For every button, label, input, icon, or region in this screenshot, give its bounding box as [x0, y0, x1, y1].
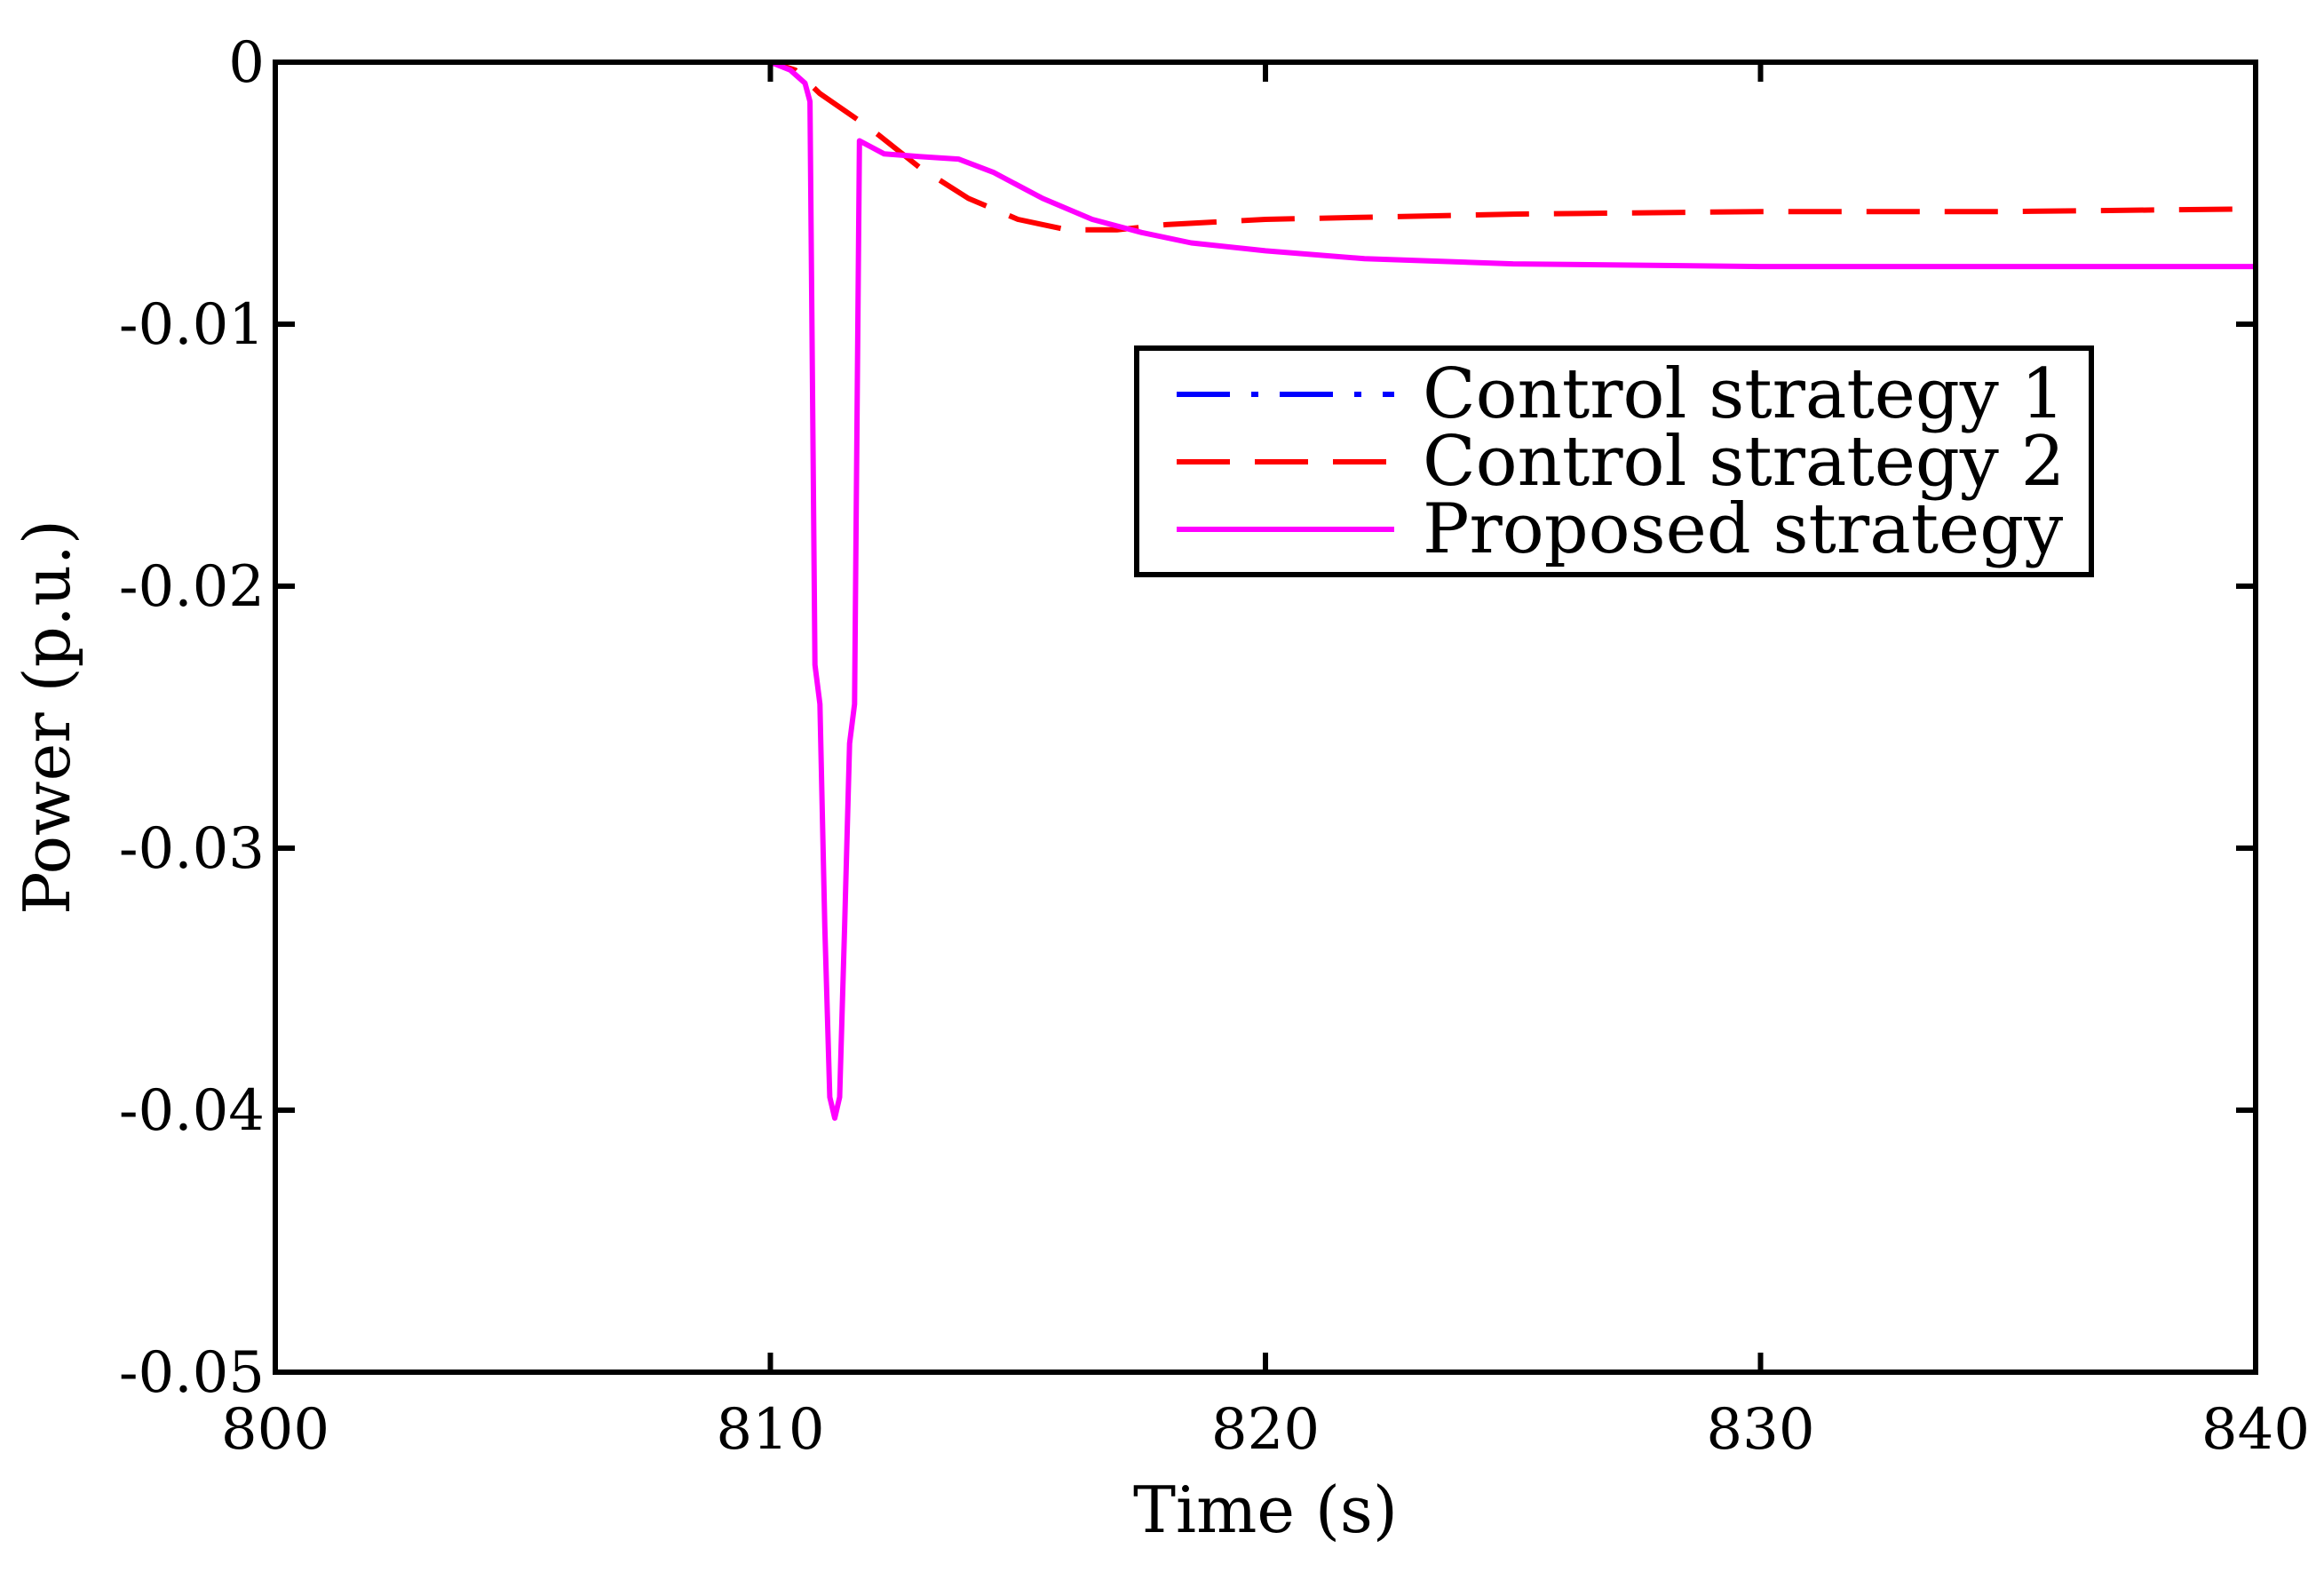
legend-label-3: Proposed strategy [1423, 489, 2063, 569]
y-axis-label: Power (p.u.) [10, 520, 84, 915]
series-layer [275, 60, 2257, 1121]
x-tick-label: 830 [1706, 1397, 1814, 1463]
x-tick-label: 800 [221, 1397, 329, 1463]
y-tick-label: -0.02 [119, 554, 265, 620]
legend-label-2: Control strategy 2 [1423, 422, 2065, 502]
y-tick-label: 0 [228, 30, 265, 96]
series-line-3 [275, 60, 2256, 1121]
y-tick-label: -0.04 [119, 1078, 265, 1144]
series-line-2 [275, 60, 2257, 233]
plot-frame [273, 60, 2258, 1375]
axis-layer: 800 810 820 830 840 0 -0.01 -0.02 -0.03 -0.04 -0.0… [10, 30, 2310, 1547]
y-tick-label: -0.01 [119, 292, 265, 358]
y-tick-label: -0.03 [119, 816, 265, 882]
legend-label-1: Control strategy 1 [1423, 354, 2065, 434]
x-tick-label: 840 [2201, 1397, 2310, 1463]
x-tick-label: 810 [716, 1397, 824, 1463]
x-tick-label: 820 [1211, 1397, 1320, 1463]
y-tick-label: -0.05 [119, 1340, 265, 1406]
x-axis-label: Time (s) [1133, 1473, 1398, 1547]
